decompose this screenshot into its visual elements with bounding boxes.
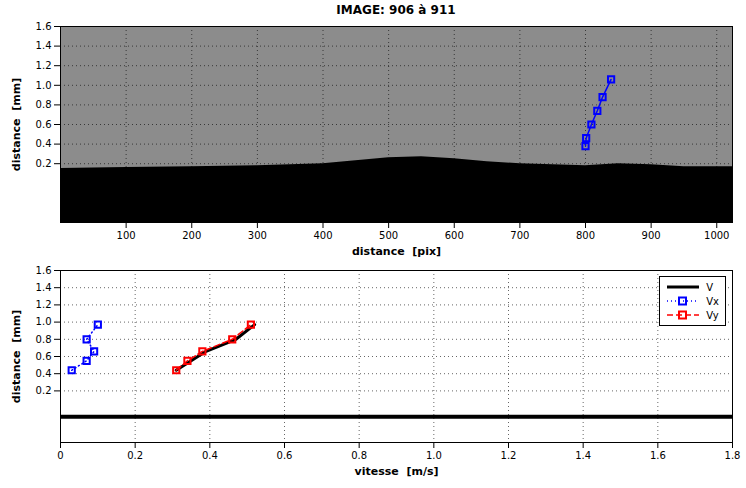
svg-text:0.6: 0.6 <box>277 450 293 461</box>
svg-text:1.6: 1.6 <box>36 265 52 276</box>
svg-text:1.0: 1.0 <box>426 450 442 461</box>
svg-text:distance [mm]: distance [mm] <box>10 310 23 403</box>
svg-text:0.4: 0.4 <box>36 138 52 149</box>
svg-text:1.2: 1.2 <box>36 299 52 310</box>
svg-text:1.8: 1.8 <box>725 450 741 461</box>
svg-text:1.6: 1.6 <box>650 450 666 461</box>
svg-text:100: 100 <box>117 230 136 241</box>
svg-text:0.8: 0.8 <box>36 334 52 345</box>
svg-text:1.4: 1.4 <box>36 282 52 293</box>
svg-text:1.4: 1.4 <box>575 450 591 461</box>
svg-text:600: 600 <box>445 230 464 241</box>
svg-text:vitesse [m/s]: vitesse [m/s] <box>355 465 439 478</box>
svg-text:1.6: 1.6 <box>36 21 52 32</box>
svg-text:1.2: 1.2 <box>501 450 517 461</box>
html-text:IMAGE: 906 à 911: IMAGE: 906 à 911 <box>336 3 456 17</box>
svg-text:distance [mm]: distance [mm] <box>10 78 23 171</box>
svg-text:0.2: 0.2 <box>127 450 143 461</box>
html-text:Vy: Vy <box>706 309 719 321</box>
svg-text:0: 0 <box>57 450 63 461</box>
svg-text:1.0: 1.0 <box>36 80 52 91</box>
svg-text:0.8: 0.8 <box>36 99 52 110</box>
html-text:V: V <box>706 281 714 293</box>
svg-text:200: 200 <box>182 230 201 241</box>
svg-text:700: 700 <box>510 230 529 241</box>
svg-text:0.4: 0.4 <box>202 450 218 461</box>
svg-text:0.2: 0.2 <box>36 385 52 396</box>
svg-text:500: 500 <box>379 230 398 241</box>
svg-text:1.4: 1.4 <box>36 40 52 51</box>
html-text:Vx: Vx <box>706 295 719 307</box>
svg-text:1.0: 1.0 <box>36 316 52 327</box>
svg-text:0.6: 0.6 <box>36 351 52 362</box>
svg-text:400: 400 <box>313 230 332 241</box>
svg-text:1.2: 1.2 <box>36 60 52 71</box>
svg-text:distance [pix]: distance [pix] <box>352 245 441 258</box>
svg-text:900: 900 <box>642 230 661 241</box>
svg-text:0.4: 0.4 <box>36 368 52 379</box>
svg-text:1000: 1000 <box>704 230 729 241</box>
svg-text:0.2: 0.2 <box>36 158 52 169</box>
svg-text:300: 300 <box>248 230 267 241</box>
svg-text:0.8: 0.8 <box>351 450 367 461</box>
svg-text:800: 800 <box>576 230 595 241</box>
svg-text:0.6: 0.6 <box>36 119 52 130</box>
